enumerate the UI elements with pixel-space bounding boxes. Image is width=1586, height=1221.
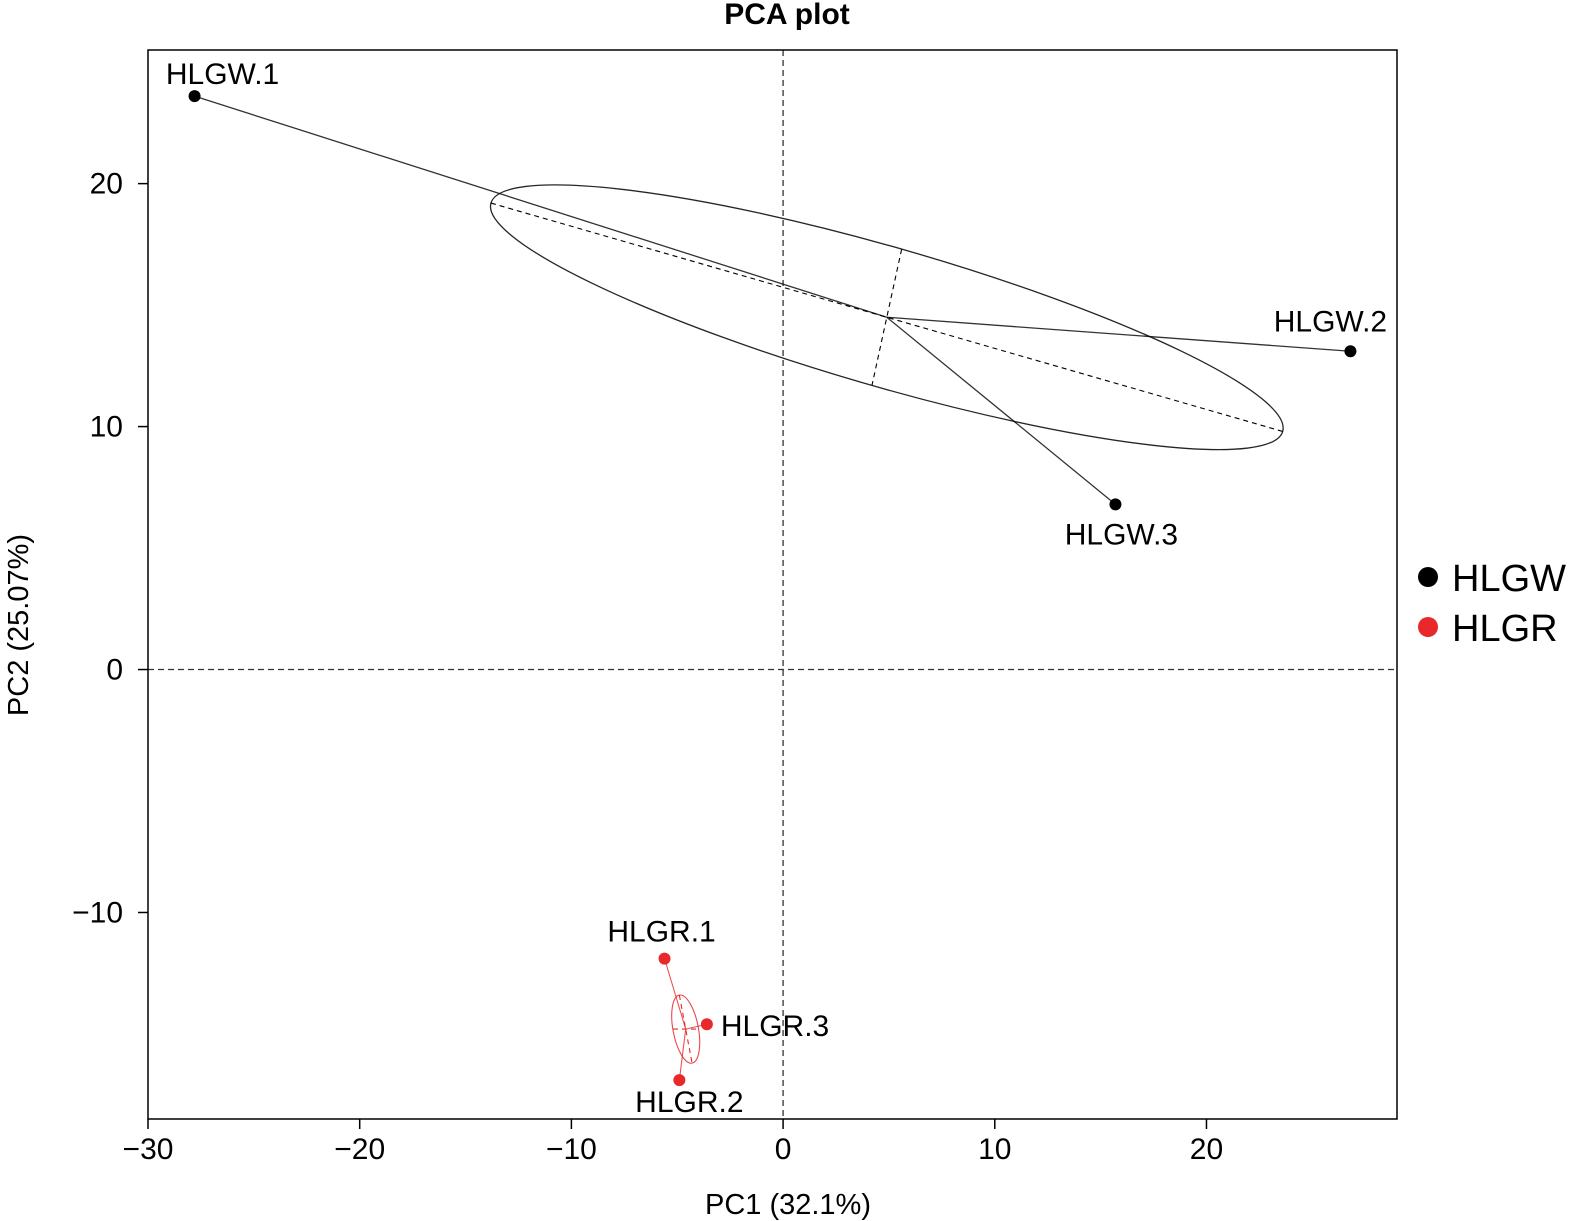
data-point (1109, 498, 1122, 511)
point-label: HLGR.1 (607, 916, 715, 949)
point-label: HLGR.2 (635, 1086, 743, 1119)
x-axis-title: PC1 (32.1%) (705, 1189, 871, 1221)
series-hlgr: HLGR.1 HLGR.2 HLGR.3 (607, 916, 829, 1119)
centroid-spoke (886, 316, 1351, 352)
x-tick-label: −30 (123, 1133, 174, 1166)
chart-title: PCA plot (724, 0, 850, 31)
ellipse-major-axis (490, 202, 1283, 432)
x-tick-label: 20 (1190, 1133, 1223, 1166)
legend-marker (1418, 567, 1438, 587)
plot-frame (147, 49, 1398, 1120)
y-tick-label: −10 (72, 896, 123, 929)
series-hlgw: HLGW.1 HLGW.2 HLGW.3 (166, 58, 1387, 551)
data-point (700, 1018, 713, 1031)
y-axis-title: PC2 (25.07%) (3, 534, 35, 716)
centroid-spoke (886, 316, 1116, 505)
point-label: HLGW.3 (1065, 518, 1178, 551)
x-axis: −30 −20 −10 0 10 20 (123, 1119, 1223, 1166)
data-point (658, 952, 671, 965)
ellipse-major-axis (678, 994, 693, 1064)
centroid-spoke (664, 958, 687, 1030)
point-label: HLGW.1 (166, 58, 279, 91)
legend-marker (1418, 617, 1438, 637)
x-tick-label: −20 (334, 1133, 385, 1166)
y-axis: −10 0 10 20 (72, 168, 148, 929)
x-tick-label: −10 (546, 1133, 597, 1166)
centroid-spoke (194, 95, 888, 318)
legend-label: HLGR (1452, 608, 1558, 650)
y-tick-label: 0 (106, 654, 123, 687)
x-tick-label: 0 (775, 1133, 792, 1166)
point-label: HLGW.2 (1274, 305, 1387, 338)
data-point (188, 90, 201, 103)
legend-label: HLGW (1452, 558, 1566, 600)
point-label: HLGR.3 (721, 1010, 829, 1043)
x-tick-label: 10 (978, 1133, 1011, 1166)
centroid-spoke (678, 1029, 687, 1081)
y-tick-label: 10 (90, 411, 123, 444)
y-tick-label: 20 (90, 168, 123, 201)
plot-area: HLGW.1 HLGW.2 HLGW.3 HLGR.1 HLGR.2 HLGR.3 (148, 50, 1397, 1119)
data-point (1344, 345, 1357, 358)
data-point (673, 1074, 686, 1087)
legend: HLGW HLGR (1418, 558, 1566, 650)
